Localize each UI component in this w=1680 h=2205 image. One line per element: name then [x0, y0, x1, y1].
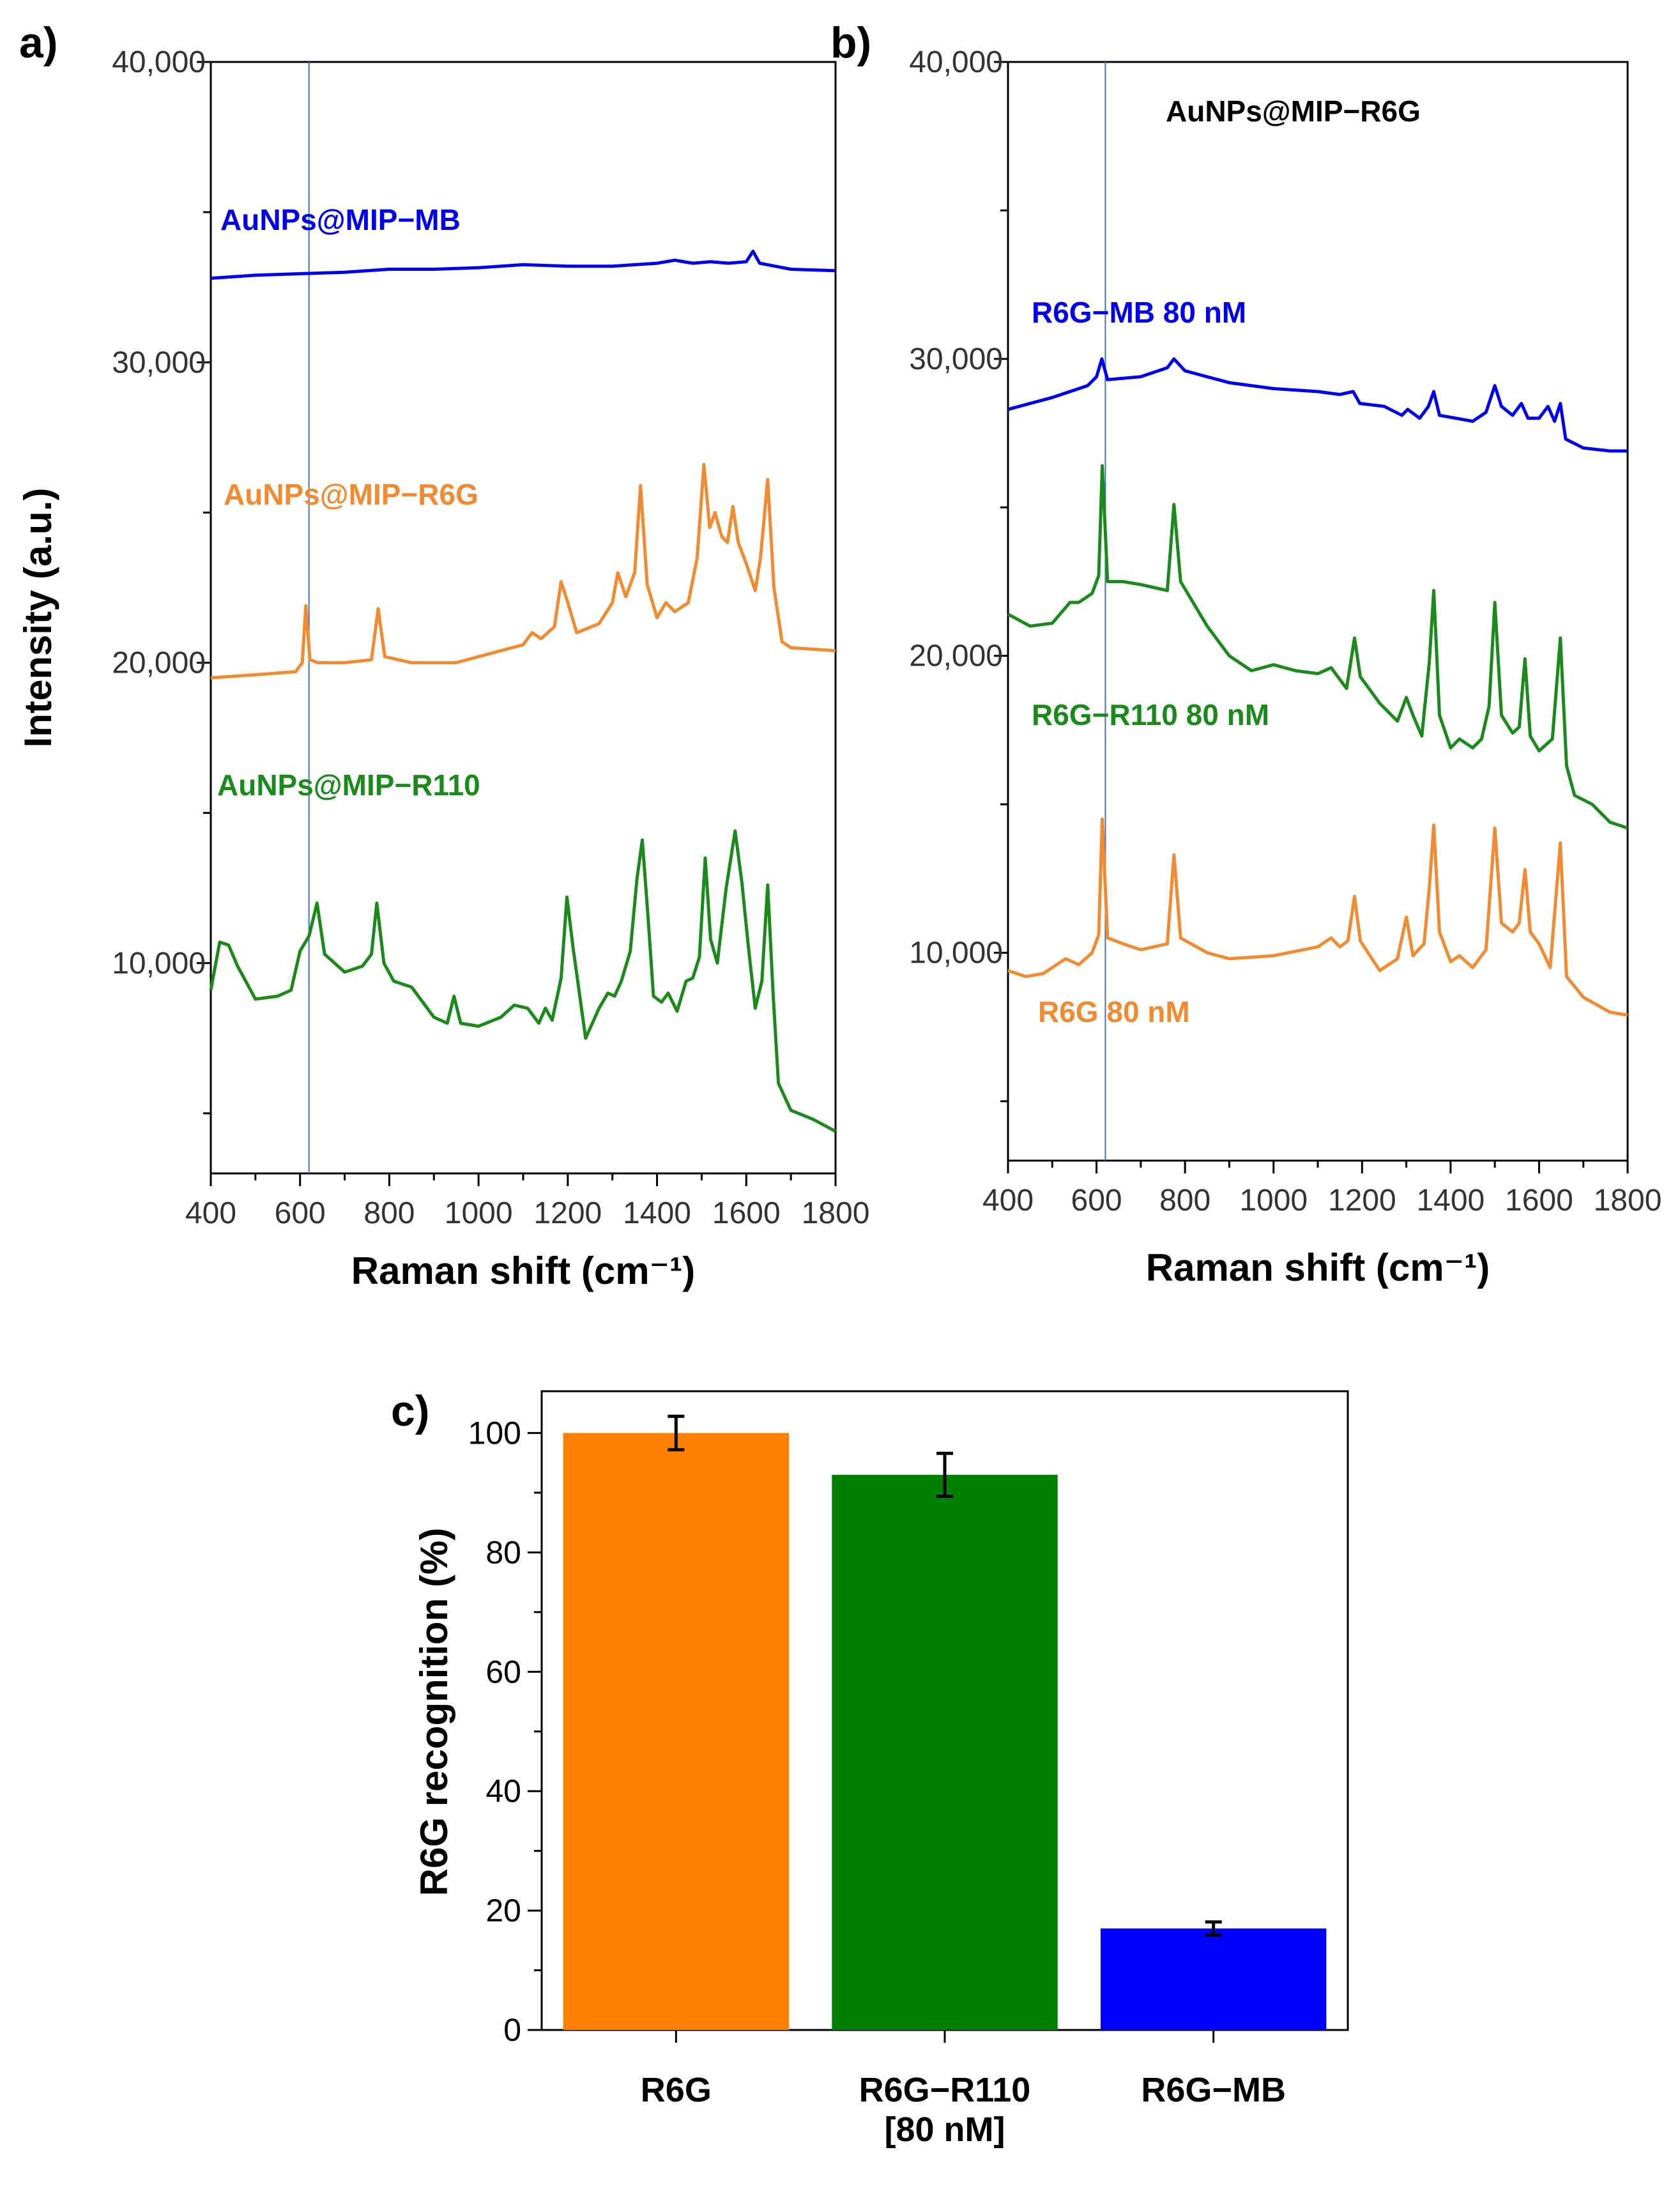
- panel-b-series-line-0: [1007, 357, 1628, 453]
- panel-b-x-tick-label: 1200: [1328, 1184, 1396, 1217]
- bar-1: [832, 1474, 1058, 2030]
- panel-a-series-line-1: [210, 462, 836, 680]
- panel-b-x-tick-label: 1000: [1239, 1184, 1308, 1217]
- series-label-aunps-mip-r6g: AuNPs@MIP−R6G: [224, 478, 478, 511]
- panel-a-y-tick-label: 40,000: [112, 45, 206, 79]
- panel-c-y-tick-label: 20: [485, 1893, 521, 1928]
- panel-a-series-line-2: [209, 829, 837, 1133]
- panel-c-y-axis-title: R6G recognition (%): [413, 1528, 455, 1896]
- panel-b-y-tick-label: 40,000: [909, 45, 1003, 79]
- panel-a-x-tick-label: 600: [275, 1196, 326, 1230]
- panel-c-y-tick-label: 0: [503, 2012, 521, 2048]
- panel-c-y-tick-label: 40: [485, 1773, 521, 1809]
- panel-c-y-tick-label: 80: [485, 1534, 521, 1570]
- panel-a-x-tick-label: 1200: [533, 1196, 602, 1230]
- series-label-aunps-mip-mb: AuNPs@MIP−MB: [220, 203, 461, 236]
- panel-a-label: a): [19, 19, 57, 67]
- panel-a-x-tick-label: 400: [185, 1196, 236, 1230]
- panel-a-x-tick-label: 1800: [802, 1196, 870, 1230]
- bar-2: [1100, 1928, 1327, 2030]
- panel-c-category-labels: R6G R6G−R110[80 nM] R6G−MB: [641, 2071, 1286, 2149]
- panel-b: b) 400 600 800 1000 1200 1400 1600 1800 10,000 20…: [830, 19, 1661, 1289]
- panel-a-x-tick-label: 800: [363, 1196, 415, 1230]
- panel-a-y-tick-label: 10,000: [112, 947, 206, 980]
- panel-c-y-tick-label: 100: [468, 1415, 521, 1451]
- panel-b-series: [1007, 357, 1628, 1017]
- panel-c-bars: [563, 1414, 1327, 2043]
- panel-a-x-tick-label: 1400: [623, 1196, 691, 1230]
- category-label-1: R6G−R110: [859, 2071, 1031, 2109]
- panel-a-x-tick-label: 1600: [712, 1196, 781, 1230]
- panel-c-axis-ticks: 0 20 40 60 80 100: [468, 1415, 542, 2048]
- panel-b-x-tick-label: 1800: [1594, 1184, 1662, 1217]
- series-label-r6g-80nm: R6G 80 nM: [1038, 995, 1190, 1028]
- panel-a-series: [209, 249, 837, 1133]
- panel-a-x-tick-label: 1000: [445, 1196, 513, 1230]
- panel-b-y-tick-label: 30,000: [909, 342, 1003, 376]
- bar-0: [563, 1433, 790, 2030]
- panel-b-label: b): [830, 19, 871, 67]
- category-label-0: R6G: [641, 2071, 712, 2109]
- panel-b-x-tick-label: 1400: [1416, 1184, 1485, 1217]
- panel-b-axis-ticks: 400 600 800 1000 1200 1400 1600 1800 10,000 20,00…: [909, 45, 1661, 1217]
- panel-b-x-tick-label: 600: [1071, 1184, 1122, 1217]
- panel-b-title: AuNPs@MIP−R6G: [1166, 95, 1421, 128]
- series-label-r6g-r110-80nm: R6G−R110 80 nM: [1032, 698, 1269, 731]
- panel-b-x-tick-label: 1600: [1505, 1184, 1573, 1217]
- panel-b-series-line-1: [1007, 464, 1628, 830]
- series-label-r6g-mb-80nm: R6G−MB 80 nM: [1032, 296, 1246, 329]
- panel-a-series-line-0: [210, 249, 836, 280]
- category-label-1: [80 nM]: [885, 2110, 1005, 2149]
- panel-c-y-tick-label: 60: [485, 1654, 521, 1690]
- panel-a-x-axis-title: Raman shift (cm⁻¹): [351, 1249, 695, 1292]
- panel-b-series-line-2: [1007, 817, 1628, 1017]
- panel-c: c) 0 20 40 60 80 100 R6G R6G−R110[80 nM] R6G−MB…: [391, 1387, 1349, 2149]
- panel-b-y-tick-label: 20,000: [909, 639, 1003, 673]
- panel-b-x-axis-title: Raman shift (cm⁻¹): [1146, 1246, 1490, 1289]
- panel-a-y-tick-label: 20,000: [112, 646, 206, 680]
- category-label-2: R6G−MB: [1141, 2071, 1286, 2109]
- series-label-aunps-mip-r110: AuNPs@MIP−R110: [217, 768, 480, 802]
- panel-c-label: c): [391, 1387, 429, 1435]
- panel-b-x-tick-label: 400: [982, 1184, 1034, 1217]
- panel-a: a) 400 600 800 1000 1200 1400 1600 1800 10,000 20…: [17, 19, 869, 1292]
- panel-a-y-axis-title: Intensity (a.u.): [17, 488, 59, 748]
- panel-b-x-tick-label: 800: [1159, 1184, 1210, 1217]
- panel-b-y-tick-label: 10,000: [909, 936, 1003, 970]
- panel-a-y-tick-label: 30,000: [112, 346, 206, 379]
- panel-a-axis-ticks: 400 600 800 1000 1200 1400 1600 1800 10,000 20,00…: [112, 45, 869, 1230]
